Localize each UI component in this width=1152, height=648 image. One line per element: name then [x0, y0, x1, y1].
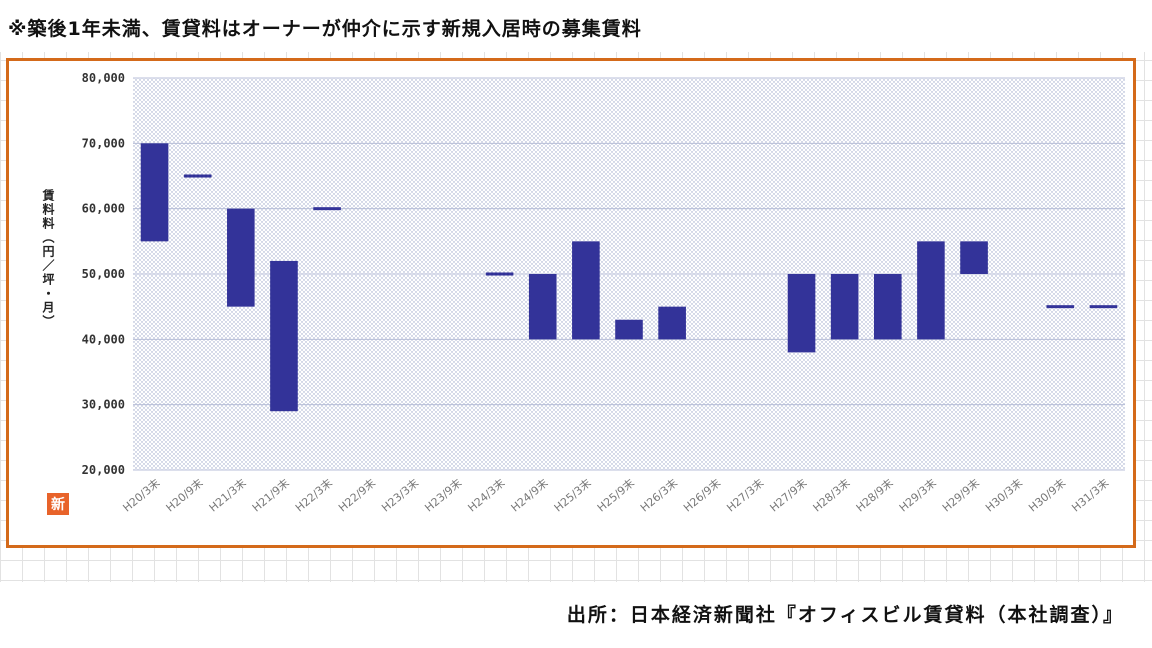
x-tick-label: H23/3末 [379, 476, 422, 515]
x-tick-label: H30/3末 [982, 476, 1025, 515]
x-tick-label: H28/9末 [853, 476, 896, 515]
gridlines [133, 77, 1125, 471]
x-tick-label: H27/3末 [724, 476, 767, 515]
range-bar-H25/3末 [572, 241, 600, 340]
range-bar-H24/9末 [528, 274, 557, 340]
range-bar-H28/3末 [830, 274, 859, 340]
x-tick-label: H23/9末 [422, 476, 465, 515]
y-axis-ticks: 20,000 30,000 40,000 50,000 60,000 70,000 80,0… [82, 71, 125, 477]
x-tick-label: H30/9末 [1026, 476, 1069, 515]
x-tick-label: H20/9末 [163, 476, 206, 515]
x-tick-label: H20/3末 [120, 476, 163, 515]
x-tick-label: H26/3末 [637, 476, 680, 515]
x-tick-label: H27/9末 [767, 476, 810, 515]
y-tick-label: 30,000 [82, 398, 125, 412]
x-tick-label: H28/3末 [810, 476, 853, 515]
x-tick-label: H24/3末 [465, 476, 508, 515]
x-axis-ticks: H20/3末 H20/9末 H21/3末 H21/9末 H22/3末 H22/9末 H23/… [120, 476, 1112, 515]
x-tick-label: H24/9末 [508, 476, 551, 515]
x-tick-label: H29/9末 [939, 476, 982, 515]
range-bar-H29/3末 [917, 241, 945, 340]
x-tick-label: H29/3末 [896, 476, 939, 515]
range-bar-H22/3末 [313, 207, 341, 211]
range-bar-H30/9末 [1046, 305, 1075, 309]
x-tick-label: H25/3末 [551, 476, 594, 515]
range-bar-H29/9末 [960, 241, 988, 274]
y-tick-label: 20,000 [82, 463, 125, 477]
x-tick-label: H26/9末 [680, 476, 723, 515]
range-bar-H20/9末 [183, 174, 212, 178]
x-tick-label: H22/3末 [292, 476, 335, 515]
range-bar-H27/9末 [787, 274, 816, 353]
range-bar-H21/9末 [270, 260, 298, 412]
x-tick-label: H21/3末 [206, 476, 249, 515]
y-axis-label: 賃料料（円／坪・月） [41, 189, 55, 329]
chart-note: ※築後1年未満、賃貸料はオーナーが仲介に示す新規入居時の募集賃料 [8, 18, 642, 40]
y-tick-label: 50,000 [82, 267, 125, 281]
y-tick-label: 70,000 [82, 136, 125, 150]
chart-frame[interactable]: 20,000 30,000 40,000 50,000 60,000 70,000 80,0… [6, 58, 1136, 548]
x-tick-label: H25/9末 [594, 476, 637, 515]
y-tick-label: 40,000 [82, 332, 125, 346]
range-bar-H28/9末 [873, 274, 902, 340]
nikkei-logo: 新 [47, 493, 69, 515]
range-bar-H31/3末 [1089, 305, 1118, 309]
header-band [0, 0, 1152, 52]
y-tick-label: 60,000 [82, 202, 125, 216]
footer-band [0, 582, 1152, 648]
range-bar-H20/3末 [140, 143, 169, 242]
x-tick-label: H22/9末 [335, 476, 378, 515]
range-bar-H26/3末 [658, 306, 686, 340]
range-bar-H24/3末 [485, 272, 514, 276]
y-tick-label: 80,000 [82, 71, 125, 85]
x-tick-label: H31/3末 [1069, 476, 1112, 515]
range-bar-H25/9末 [615, 319, 643, 340]
bars [140, 143, 1118, 412]
source-credit: 出所：日本経済新聞社『オフィスビル賃貸料（本社調査）』 [566, 604, 1124, 626]
x-tick-label: H21/9末 [249, 476, 292, 515]
range-bar-H21/3末 [227, 208, 255, 307]
range-bar-chart: 20,000 30,000 40,000 50,000 60,000 70,000 80,0… [82, 71, 1125, 515]
